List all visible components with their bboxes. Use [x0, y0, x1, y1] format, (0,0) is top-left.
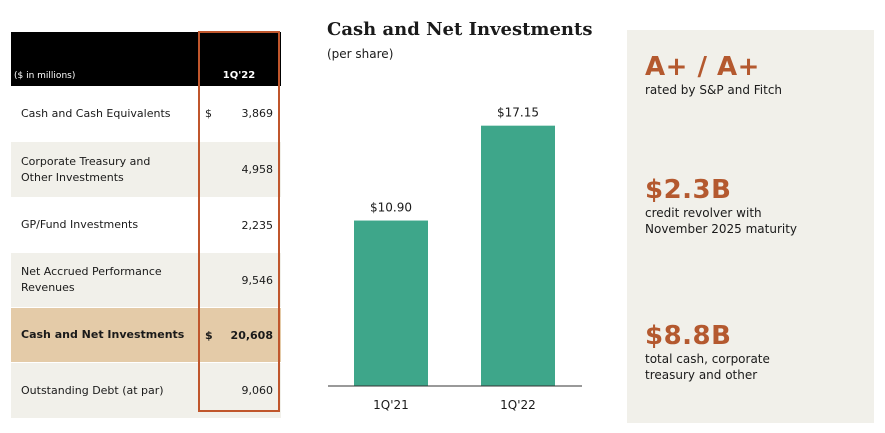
table-row: Outstanding Debt (at par) 9,060	[11, 363, 281, 419]
highlights-panel: A+ / A+ rated by S&P and Fitch $2.3B cre…	[627, 30, 874, 423]
stat-description: credit revolver with November 2025 matur…	[645, 206, 798, 236]
stat-value: $2.3B	[645, 175, 732, 205]
table-row: Net Accrued Performance Revenues 9,546	[11, 253, 281, 308]
row-label: Cash and Net Investments	[21, 328, 185, 341]
row-label: Cash and Cash Equivalents	[21, 106, 171, 120]
table-row-total: Cash and Net Investments $ 20,608	[11, 308, 281, 363]
header-units-label: ($ in millions)	[14, 71, 76, 81]
bar-value-label: $17.15	[497, 106, 539, 120]
row-label: Net Accrued Performance Revenues	[21, 265, 162, 294]
x-tick-label: 1Q'21	[373, 398, 409, 412]
row-value: 9,546	[241, 273, 274, 287]
financial-table: ($ in millions) 1Q'22 Cash and Cash Equi…	[11, 32, 281, 419]
bar-1Q'22	[481, 125, 555, 386]
row-label: GP/Fund Investments	[21, 218, 139, 231]
table-row: Corporate Treasury and Other Investments…	[11, 142, 281, 198]
chart-subtitle: (per share)	[327, 47, 394, 61]
row-value: 3,869	[241, 107, 274, 120]
table-row: GP/Fund Investments 2,235	[11, 198, 281, 253]
row-label: Corporate Treasury and Other Investments	[21, 154, 151, 184]
bar-chart: $10.90 1Q'21 $17.15 1Q'22	[328, 106, 582, 412]
row-value: 4,958	[241, 163, 274, 176]
bars-layer: $10.90 1Q'21 $17.15 1Q'22	[354, 106, 555, 412]
bar-value-label: $10.90	[370, 201, 412, 215]
stat-value: A+ / A+	[645, 52, 760, 82]
table-row: Cash and Cash Equivalents $ 3,869	[11, 86, 281, 142]
stat-description: rated by S&P and Fitch	[645, 83, 783, 97]
stat-description: total cash, corporate treasury and other	[645, 352, 770, 382]
x-tick-label: 1Q'22	[500, 398, 536, 412]
table-header: ($ in millions) 1Q'22	[11, 32, 281, 86]
row-currency: $	[205, 107, 212, 120]
stat-credit-revolver: $2.3B credit revolver with November 2025…	[645, 175, 797, 237]
row-value: 2,235	[241, 218, 274, 232]
stat-value: $8.8B	[645, 321, 732, 351]
row-currency: $	[205, 328, 213, 342]
row-value: 20,608	[230, 328, 273, 342]
row-value: 9,060	[241, 384, 274, 397]
stat-total-cash: $8.8B total cash, corporate treasury and…	[645, 321, 770, 383]
header-period-label: 1Q'22	[222, 70, 256, 81]
stat-credit-rating: A+ / A+ rated by S&P and Fitch	[645, 52, 782, 98]
bar-1Q'21	[354, 220, 428, 386]
row-label: Outstanding Debt (at par)	[21, 383, 164, 397]
chart-title: Cash and Net Investments	[327, 19, 593, 40]
